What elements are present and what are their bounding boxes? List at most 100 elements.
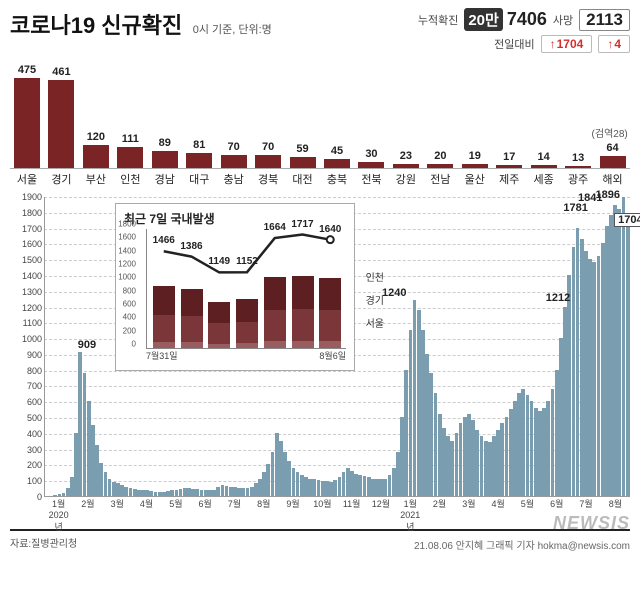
region-bar (117, 147, 143, 168)
ts-bar (333, 480, 337, 496)
inset-y-tick: 1400 (118, 246, 136, 255)
x-tick: 9월 (279, 497, 307, 510)
region-value: 23 (390, 150, 422, 162)
inset-y-tick: 1800 (118, 220, 136, 229)
ts-bar (91, 425, 95, 496)
region-value: 17 (493, 151, 525, 163)
ts-bar (434, 393, 438, 496)
region-value: 70 (252, 141, 284, 153)
x-axis: 1월2020년2월3월4월5월6월7월8월9월10월11월12월1월2021년2… (44, 497, 630, 527)
ts-bar (450, 441, 454, 496)
region-name: 충남 (217, 171, 251, 187)
newsis-logo: NEWSIS (553, 513, 630, 534)
region-value: 64 (597, 142, 629, 154)
ts-bar (275, 433, 279, 496)
credit-text: 21.08.06 안지혜 그래픽 기자 hokma@newsis.com (414, 537, 630, 552)
delta-deaths: 4 (598, 35, 630, 53)
ts-bar (509, 409, 513, 496)
ts-bar (62, 493, 66, 496)
inset-legend: 인천 경기 서울 (366, 269, 384, 338)
inset-y-axis: 020040060080010001200140016001800 (116, 224, 138, 342)
region-name: 대구 (182, 171, 216, 187)
inset-x-end: 8월6일 (319, 349, 346, 362)
region-bar (393, 164, 419, 168)
region-value: 120 (80, 131, 112, 143)
region-value: 89 (149, 137, 181, 149)
cum-label: 누적확진 (418, 12, 458, 28)
region-bar (48, 80, 74, 168)
ts-bar (530, 401, 534, 496)
x-tick: 3월 (455, 497, 483, 510)
ts-bar (304, 477, 308, 496)
x-tick: 2월 (426, 497, 454, 510)
region-bar (496, 165, 522, 168)
region-bar (186, 153, 212, 168)
ts-bar (246, 488, 250, 496)
y-tick: 500 (27, 413, 42, 423)
region-value: 59 (287, 143, 319, 155)
x-tick: 5월 (162, 497, 190, 510)
region-bar-chart: 4754611201118981707059453023201917141364… (10, 59, 630, 169)
ts-bar (421, 330, 425, 496)
inset-plot: 인천 경기 서울 1466138611491152166417171640 (146, 229, 346, 349)
y-tick: 1300 (22, 287, 42, 297)
x-tick: 1월2021년 (396, 497, 424, 533)
y-tick: 800 (27, 366, 42, 376)
callout-label: 1781 (563, 202, 587, 214)
page-title: 코로나19 신규확진 (10, 13, 182, 38)
ts-bar (296, 472, 300, 496)
region-bar (565, 166, 591, 168)
callout-label: 1212 (546, 292, 570, 304)
y-tick: 200 (27, 460, 42, 470)
y-tick: 600 (27, 397, 42, 407)
inset-y-tick: 800 (123, 286, 136, 295)
inset-y-tick: 200 (123, 326, 136, 335)
y-tick: 100 (27, 476, 42, 486)
ts-bar (208, 490, 212, 496)
ts-bar (567, 275, 571, 496)
region-value: 13 (562, 152, 594, 164)
y-tick: 1500 (22, 255, 42, 265)
ts-bar (112, 482, 116, 496)
ts-bar (609, 215, 613, 496)
ts-bar (129, 488, 133, 496)
ts-bar (404, 370, 408, 496)
ts-bar (187, 488, 191, 496)
ts-bar (538, 411, 542, 496)
ts-bar (471, 420, 475, 496)
inset-y-tick: 1000 (118, 273, 136, 282)
region-labels: 서울경기부산인천경남대구충남경북대전충북전북강원전남울산제주세종광주해외 (10, 169, 630, 187)
region-value: 461 (45, 66, 77, 78)
ts-bar (266, 464, 270, 496)
ts-bar (413, 300, 417, 496)
region-name: 제주 (492, 171, 526, 187)
ts-bar (229, 487, 233, 496)
region-name: 경기 (44, 171, 78, 187)
inset-line-value: 1717 (288, 219, 318, 230)
region-value: 81 (183, 139, 215, 151)
legend-seoul: 서울 (366, 315, 384, 330)
deaths-label: 사망 (553, 12, 573, 28)
y-tick: 900 (27, 350, 42, 360)
region-value: 475 (11, 64, 43, 76)
ts-bar (70, 477, 74, 496)
ts-bar (559, 338, 563, 496)
x-tick: 2월 (74, 497, 102, 510)
ts-bar (325, 481, 329, 496)
ts-bar (588, 259, 592, 496)
ts-bar (500, 423, 504, 496)
ts-bar (141, 490, 145, 496)
x-tick: 5월 (513, 497, 541, 510)
subtitle: 0시 기준, 단위:명 (193, 24, 272, 36)
region-bar (462, 164, 488, 168)
region-name: 전남 (423, 171, 457, 187)
y-tick: 400 (27, 429, 42, 439)
region-value: 14 (528, 151, 560, 163)
y-tick: 1200 (22, 303, 42, 313)
region-name: 울산 (458, 171, 492, 187)
region-value: 30 (355, 148, 387, 160)
region-bar (358, 162, 384, 168)
ts-bar (442, 428, 446, 496)
header-stats: 누적확진 20만 7406 사망 2113 전일대비 1704 4 (418, 8, 630, 53)
x-tick: 7월 (572, 497, 600, 510)
